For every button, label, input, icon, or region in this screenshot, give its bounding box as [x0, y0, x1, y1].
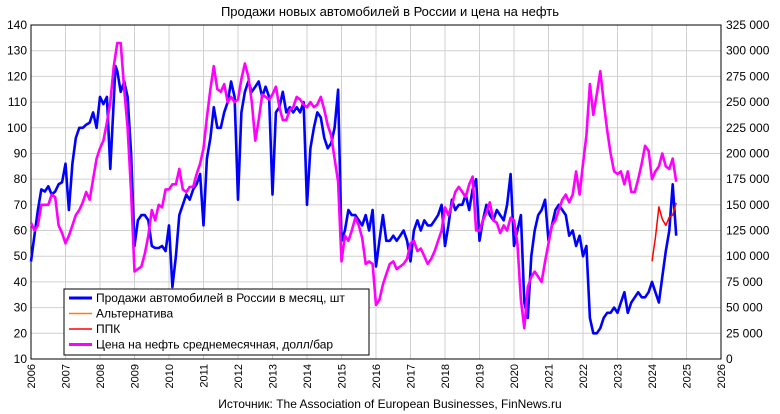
- series-lines: [29, 41, 678, 335]
- right-tick-label: 225 000: [726, 121, 770, 135]
- left-tick-label: 90: [14, 146, 28, 160]
- x-tick-label: 2009: [130, 364, 142, 388]
- left-tick-label: 50: [14, 249, 28, 263]
- x-tick-label: 2022: [578, 364, 590, 388]
- right-tick-label: 275 000: [726, 69, 770, 83]
- right-tick-label: 325 000: [726, 18, 770, 32]
- source-note: Источник: The Association of European Bu…: [218, 397, 561, 411]
- x-tick-label: 2021: [544, 364, 556, 388]
- x-tick-label: 2024: [647, 364, 659, 388]
- x-tick-label: 2012: [233, 364, 245, 388]
- legend-label: Продажи автомобилей в России в месяц, шт: [96, 291, 345, 305]
- right-tick-label: 175 000: [726, 172, 770, 186]
- right-tick-label: 200 000: [726, 146, 770, 160]
- right-tick-label: 75 000: [726, 275, 763, 289]
- x-tick-label: 2016: [371, 364, 383, 388]
- right-tick-label: 125 000: [726, 224, 770, 238]
- left-tick-label: 110: [8, 95, 27, 109]
- right-tick-label: 0: [726, 352, 733, 366]
- legend-label: Цена на нефть среднемесячная, долл/бар: [96, 338, 333, 352]
- x-tick-label: 2014: [302, 364, 314, 388]
- right-tick-label: 150 000: [726, 198, 770, 212]
- x-tick-label: 2013: [268, 364, 280, 388]
- right-axis: 0 25 000 50 000 75 000 100 000 125 000 150 000…: [726, 18, 770, 366]
- x-tick-label: 2010: [164, 364, 176, 388]
- x-tick-label: 2020: [509, 364, 521, 388]
- x-tick-label: 2025: [682, 364, 694, 388]
- x-tick-label: 2007: [61, 364, 73, 388]
- left-tick-label: 10: [14, 352, 28, 366]
- series-line-2: [651, 202, 677, 262]
- legend-label: Альтернатива: [96, 307, 174, 321]
- left-axis: 10 20 30 40 50 60 70 80 90 100 110 120 130 140: [7, 18, 27, 366]
- legend-label: ППК: [96, 322, 120, 336]
- left-tick-label: 40: [14, 275, 28, 289]
- x-tick-label: 2008: [95, 364, 107, 388]
- left-tick-label: 80: [14, 172, 28, 186]
- legend-box: [63, 288, 370, 356]
- x-tick-label: 2017: [406, 364, 418, 388]
- series-line-3: [29, 41, 678, 330]
- series-line-0: [29, 64, 678, 335]
- right-tick-label: 25 000: [726, 326, 763, 340]
- chart-title: Продажи новых автомобилей в России и цен…: [221, 4, 559, 19]
- plot-frame: [30, 24, 722, 360]
- left-tick-label: 20: [14, 326, 28, 340]
- x-tick-label: 2006: [26, 364, 38, 388]
- right-tick-label: 300 000: [726, 44, 770, 58]
- left-tick-label: 100: [7, 121, 27, 135]
- x-tick-label: 2019: [475, 364, 487, 388]
- right-tick-label: 50 000: [726, 301, 763, 315]
- left-tick-label: 30: [14, 301, 28, 315]
- right-tick-label: 100 000: [726, 249, 770, 263]
- left-tick-label: 60: [14, 224, 28, 238]
- legend: Продажи автомобилей в России в месяц, шт…: [63, 288, 370, 356]
- left-tick-label: 130: [7, 44, 27, 58]
- x-tick-label: 2011: [199, 364, 211, 388]
- x-axis: 2006 2007 2008 2009 2010 2011 2012 2013 2014 2015…: [26, 364, 728, 388]
- x-tick-label: 2018: [440, 364, 452, 388]
- x-tick-label: 2026: [716, 364, 728, 388]
- right-tick-label: 250 000: [726, 95, 770, 109]
- left-tick-label: 120: [7, 69, 27, 83]
- left-tick-label: 140: [7, 18, 27, 32]
- left-tick-label: 70: [14, 198, 28, 212]
- x-tick-label: 2015: [337, 364, 349, 388]
- x-tick-label: 2023: [613, 364, 625, 388]
